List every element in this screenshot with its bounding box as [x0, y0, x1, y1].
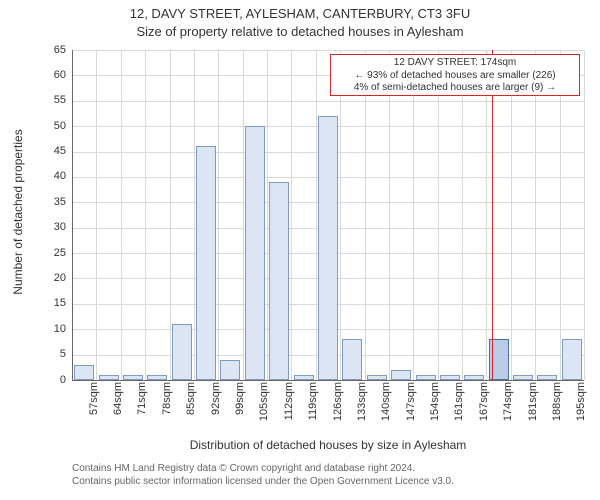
- y-tick-label: 50: [36, 120, 66, 132]
- gridline-vertical: [438, 50, 439, 380]
- x-tick-label: 188sqm: [551, 382, 563, 426]
- gridline-vertical: [365, 50, 366, 380]
- x-tick-label: 167sqm: [478, 382, 490, 426]
- gridline-horizontal: [72, 101, 584, 102]
- gridline-vertical: [145, 50, 146, 380]
- x-tick-label: 195sqm: [575, 382, 587, 426]
- attribution-line-2: Contains public sector information licen…: [72, 475, 454, 488]
- y-tick-label: 25: [36, 247, 66, 259]
- y-tick-label: 30: [36, 221, 66, 233]
- gridline-vertical: [194, 50, 195, 380]
- y-tick-label: 35: [36, 196, 66, 208]
- annotation-box: 12 DAVY STREET: 174sqm← 93% of detached …: [330, 54, 580, 96]
- gridline-vertical: [121, 50, 122, 380]
- y-tick-label: 0: [36, 374, 66, 386]
- x-tick-label: 140sqm: [380, 382, 392, 426]
- x-tick-label: 119sqm: [307, 382, 319, 426]
- x-axis-line: [72, 380, 584, 381]
- annotation-line: 4% of semi-detached houses are larger (9…: [335, 82, 575, 95]
- gridline-vertical: [413, 50, 414, 380]
- page-title: 12, DAVY STREET, AYLESHAM, CANTERBURY, C…: [0, 6, 600, 21]
- y-tick-label: 60: [36, 69, 66, 81]
- y-tick-label: 5: [36, 348, 66, 360]
- gridline-vertical: [316, 50, 317, 380]
- x-tick-label: 133sqm: [356, 382, 368, 426]
- bar: [269, 182, 289, 380]
- bar: [196, 146, 216, 380]
- x-tick-label: 174sqm: [502, 382, 514, 426]
- y-tick-label: 45: [36, 145, 66, 157]
- y-axis-title: Number of detached properties: [11, 92, 25, 332]
- gridline-vertical: [511, 50, 512, 380]
- gridline-vertical: [267, 50, 268, 380]
- x-tick-label: 105sqm: [258, 382, 270, 426]
- x-tick-label: 147sqm: [405, 382, 417, 426]
- annotation-line: 12 DAVY STREET: 174sqm: [335, 57, 575, 70]
- gridline-vertical: [340, 50, 341, 380]
- chart-attribution: Contains HM Land Registry data © Crown c…: [72, 462, 454, 488]
- chart-plot-area: 12 DAVY STREET: 174sqm← 93% of detached …: [72, 50, 584, 380]
- y-tick-label: 65: [36, 44, 66, 56]
- x-tick-label: 99sqm: [234, 382, 246, 426]
- bar: [318, 116, 338, 380]
- y-axis-line: [72, 50, 73, 380]
- chart-subtitle: Size of property relative to detached ho…: [0, 24, 600, 39]
- y-tick-label: 55: [36, 94, 66, 106]
- x-tick-label: 154sqm: [429, 382, 441, 426]
- x-tick-label: 71sqm: [136, 382, 148, 426]
- bar: [342, 339, 362, 380]
- bar: [562, 339, 582, 380]
- annotation-line: ← 93% of detached houses are smaller (22…: [335, 70, 575, 83]
- gridline-vertical: [389, 50, 390, 380]
- x-tick-label: 181sqm: [527, 382, 539, 426]
- gridline-vertical: [218, 50, 219, 380]
- bar: [74, 365, 94, 380]
- x-tick-label: 78sqm: [161, 382, 173, 426]
- attribution-line-1: Contains HM Land Registry data © Crown c…: [72, 462, 454, 475]
- x-tick-label: 85sqm: [185, 382, 197, 426]
- y-tick-label: 40: [36, 170, 66, 182]
- bar: [391, 370, 411, 380]
- x-tick-label: 57sqm: [88, 382, 100, 426]
- gridline-vertical: [560, 50, 561, 380]
- gridline-vertical: [535, 50, 536, 380]
- y-tick-label: 10: [36, 323, 66, 335]
- x-axis-title: Distribution of detached houses by size …: [72, 438, 584, 452]
- x-tick-label: 64sqm: [112, 382, 124, 426]
- gridline-vertical: [170, 50, 171, 380]
- gridline-vertical: [243, 50, 244, 380]
- bar: [220, 360, 240, 380]
- gridline-vertical: [291, 50, 292, 380]
- bar: [245, 126, 265, 380]
- x-tick-label: 161sqm: [453, 382, 465, 426]
- x-tick-label: 92sqm: [210, 382, 222, 426]
- gridline-vertical: [96, 50, 97, 380]
- gridline-vertical: [584, 50, 585, 380]
- x-tick-label: 126sqm: [332, 382, 344, 426]
- y-tick-label: 20: [36, 272, 66, 284]
- subject-property-marker: [492, 50, 493, 380]
- y-tick-label: 15: [36, 297, 66, 309]
- x-tick-label: 112sqm: [283, 382, 295, 426]
- gridline-vertical: [462, 50, 463, 380]
- bar: [172, 324, 192, 380]
- gridline-vertical: [486, 50, 487, 380]
- gridline-horizontal: [72, 50, 584, 51]
